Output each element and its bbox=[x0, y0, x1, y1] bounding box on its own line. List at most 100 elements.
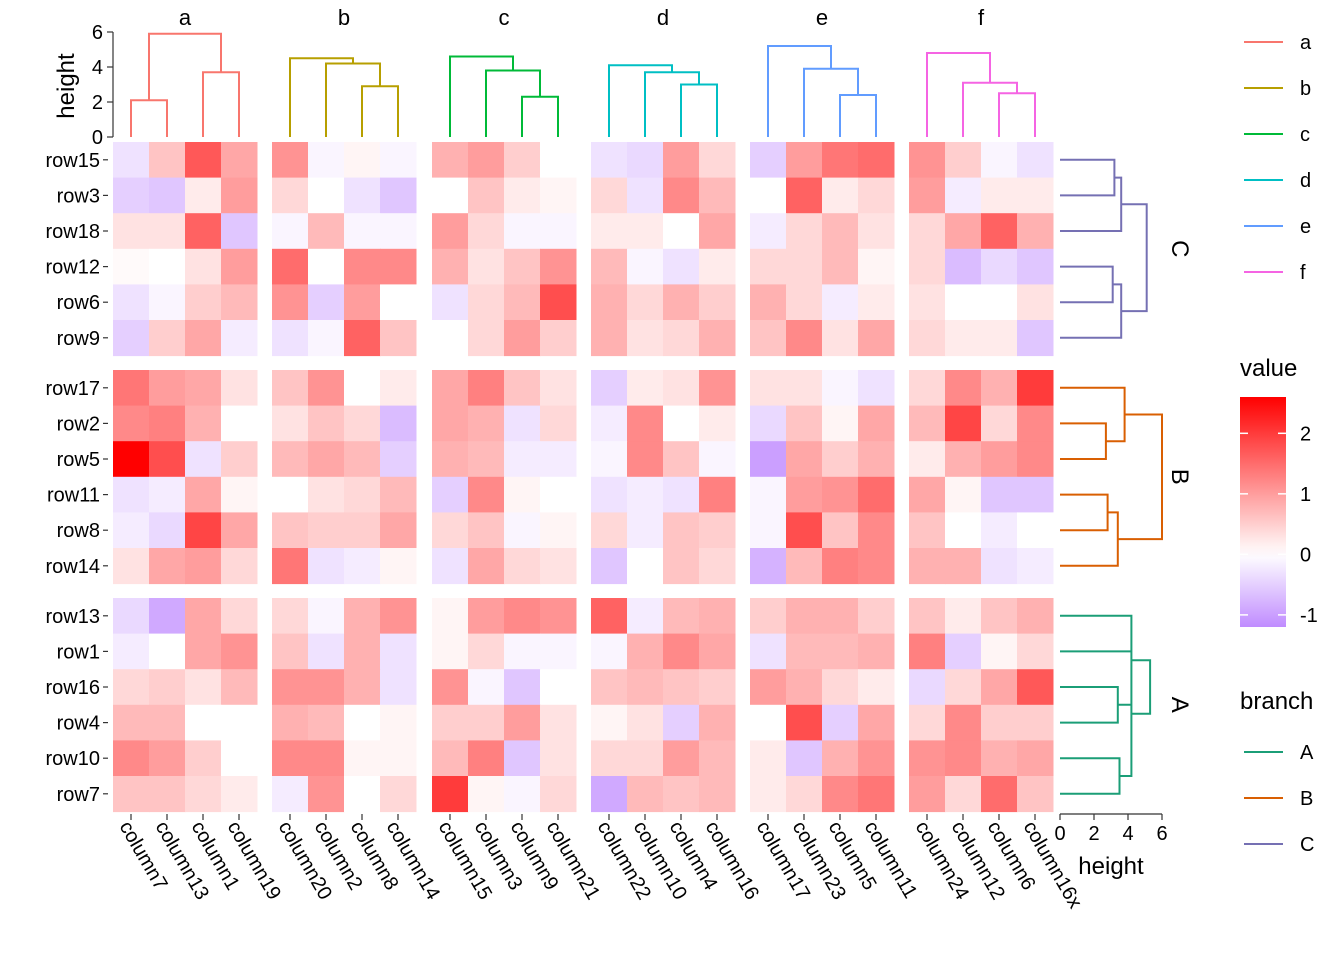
heatmap-cell bbox=[627, 548, 664, 585]
heatmap-cell bbox=[185, 177, 222, 214]
heatmap-cell bbox=[308, 284, 345, 321]
heatmap-cell bbox=[1017, 633, 1054, 670]
heatmap-cell bbox=[699, 405, 736, 442]
top-axis-tick-label: 0 bbox=[92, 127, 103, 149]
heatmap-cell bbox=[113, 284, 150, 321]
heatmap-cell bbox=[468, 512, 505, 549]
heatmap-cell bbox=[786, 704, 823, 741]
row-label: row8 bbox=[57, 520, 100, 542]
heatmap-cell bbox=[750, 177, 787, 214]
heatmap-cell bbox=[945, 370, 982, 407]
heatmap-cell bbox=[272, 548, 309, 585]
heatmap-cell bbox=[185, 704, 222, 741]
heatmap-cell bbox=[699, 669, 736, 706]
heatmap-cell bbox=[432, 548, 469, 585]
heatmap-cell bbox=[591, 776, 628, 813]
heatmap-cell bbox=[663, 776, 700, 813]
heatmap-cell bbox=[699, 441, 736, 478]
heatmap-cell bbox=[822, 248, 859, 285]
column-group-label: f bbox=[978, 5, 985, 30]
heatmap-cell bbox=[909, 248, 946, 285]
heatmap-cell bbox=[540, 441, 577, 478]
heatmap-cell bbox=[113, 405, 150, 442]
row-label: row12 bbox=[46, 257, 100, 279]
heatmap-cell bbox=[432, 248, 469, 285]
heatmap-cell bbox=[540, 548, 577, 585]
column-dendrogram-d bbox=[608, 64, 718, 137]
heatmap-cell bbox=[663, 370, 700, 407]
heatmap-cell bbox=[981, 476, 1018, 513]
heatmap-cell bbox=[468, 669, 505, 706]
heatmap-cell bbox=[627, 284, 664, 321]
top-axis-tick-label: 2 bbox=[92, 92, 103, 114]
heatmap-cell bbox=[380, 248, 417, 285]
row-label: row2 bbox=[57, 413, 100, 435]
heatmap-cell bbox=[504, 776, 541, 813]
heatmap-cell bbox=[1017, 213, 1054, 250]
value-legend-label: -1 bbox=[1300, 605, 1318, 627]
heatmap-cell bbox=[699, 704, 736, 741]
heatmap-cell bbox=[909, 142, 946, 179]
heatmap-cell bbox=[113, 548, 150, 585]
row-label: row6 bbox=[57, 292, 100, 314]
heatmap-cell bbox=[432, 476, 469, 513]
column-dendrogram-e bbox=[767, 45, 877, 137]
column-dendrogram-b bbox=[289, 57, 399, 137]
heatmap-cell bbox=[699, 248, 736, 285]
heatmap-cell bbox=[945, 776, 982, 813]
column-legend-label: f bbox=[1300, 262, 1306, 284]
heatmap-cell bbox=[432, 441, 469, 478]
column-legend-label: d bbox=[1300, 170, 1311, 192]
heatmap-cell bbox=[786, 598, 823, 635]
heatmap-cell bbox=[113, 248, 150, 285]
heatmap-cell bbox=[627, 476, 664, 513]
heatmap-cell bbox=[468, 598, 505, 635]
heatmap-cell bbox=[185, 548, 222, 585]
heatmap-cell bbox=[591, 320, 628, 357]
row-group-label: C bbox=[1166, 240, 1193, 257]
heatmap-cell bbox=[308, 704, 345, 741]
heatmap-cell bbox=[822, 740, 859, 777]
heatmap-cell bbox=[272, 320, 309, 357]
heatmap-cell bbox=[663, 405, 700, 442]
heatmap-cell bbox=[699, 142, 736, 179]
heatmap-cell bbox=[540, 669, 577, 706]
heatmap-cell bbox=[663, 320, 700, 357]
heatmap-cell bbox=[981, 633, 1018, 670]
heatmap-cell bbox=[945, 598, 982, 635]
heatmap-cell bbox=[909, 776, 946, 813]
column-dendrogram-a bbox=[130, 32, 240, 137]
heatmap-cell bbox=[540, 142, 577, 179]
heatmap-cell bbox=[432, 704, 469, 741]
heatmap-cell bbox=[699, 776, 736, 813]
heatmap-cell bbox=[344, 633, 381, 670]
heatmap-cell bbox=[909, 740, 946, 777]
heatmap-cell bbox=[149, 405, 186, 442]
heatmap-cell bbox=[149, 598, 186, 635]
heatmap-cell bbox=[344, 177, 381, 214]
heatmap-cell bbox=[272, 248, 309, 285]
heatmap-cell bbox=[344, 548, 381, 585]
heatmap-cell bbox=[149, 284, 186, 321]
heatmap-cell bbox=[504, 284, 541, 321]
heatmap-cell bbox=[185, 284, 222, 321]
heatmap-cell bbox=[981, 598, 1018, 635]
heatmap-cell bbox=[663, 476, 700, 513]
heatmap-cell bbox=[945, 320, 982, 357]
heatmap-cell bbox=[663, 704, 700, 741]
heatmap-cell bbox=[380, 548, 417, 585]
heatmap-cell bbox=[113, 320, 150, 357]
heatmap-cell bbox=[504, 441, 541, 478]
heatmap-cell bbox=[344, 598, 381, 635]
heatmap-cell bbox=[699, 320, 736, 357]
row-label: row10 bbox=[46, 748, 100, 770]
heatmap-cell bbox=[945, 548, 982, 585]
heatmap-cell bbox=[149, 776, 186, 813]
heatmap-cell bbox=[221, 704, 258, 741]
heatmap-cell bbox=[981, 142, 1018, 179]
heatmap-cell bbox=[909, 284, 946, 321]
heatmap-cell bbox=[468, 213, 505, 250]
heatmap-cell bbox=[591, 512, 628, 549]
heatmap-cell bbox=[909, 512, 946, 549]
heatmap-cell bbox=[540, 598, 577, 635]
